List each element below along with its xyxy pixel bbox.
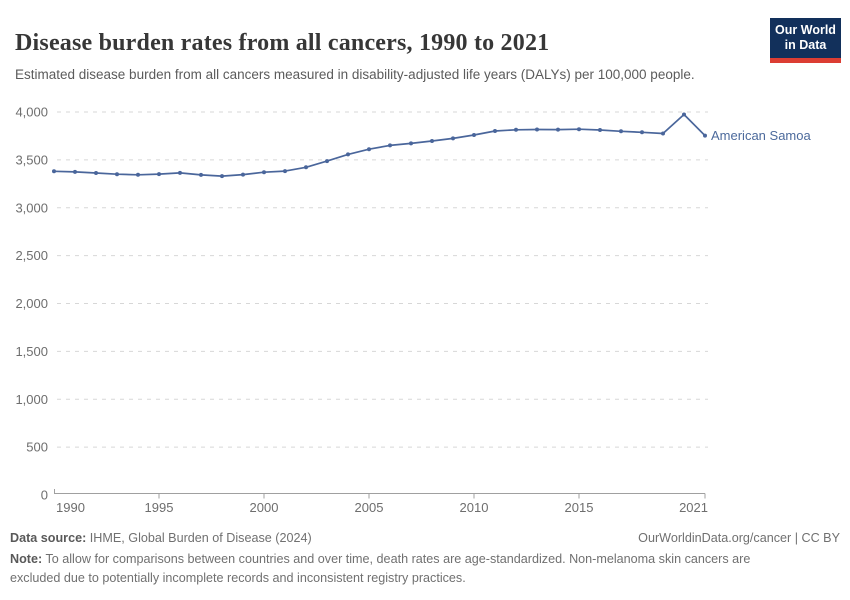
x-tick-label: 2010 xyxy=(460,500,489,515)
page-subtitle: Estimated disease burden from all cancer… xyxy=(15,66,695,82)
series-line xyxy=(53,113,706,177)
owid-logo: Our World in Data xyxy=(770,18,841,63)
note-label: Note: xyxy=(10,552,43,567)
data-point xyxy=(661,131,665,136)
data-point xyxy=(220,174,224,179)
chart-footer: Data source: IHME, Global Burden of Dise… xyxy=(10,529,840,587)
data-point xyxy=(388,143,392,148)
y-tick-label: 3,000 xyxy=(15,200,48,215)
y-tick-label: 2,000 xyxy=(15,296,48,311)
y-tick-label: 0 xyxy=(41,488,48,503)
data-point xyxy=(472,133,476,137)
data-point xyxy=(619,129,623,134)
data-point xyxy=(73,169,77,174)
data-point xyxy=(136,172,140,177)
owid-logo-line1: Our World xyxy=(775,23,836,37)
data-point xyxy=(703,133,707,138)
data-source-value: IHME, Global Burden of Disease (2024) xyxy=(86,531,312,545)
data-point xyxy=(493,129,497,133)
data-point xyxy=(430,139,434,143)
data-point xyxy=(157,172,161,177)
data-point xyxy=(577,127,581,132)
note-text: Note: To allow for comparisons between c… xyxy=(10,550,767,587)
data-point xyxy=(682,112,686,117)
data-point xyxy=(283,169,287,174)
data-point xyxy=(640,130,644,135)
data-point xyxy=(115,172,119,177)
owid-logo-accent-bar xyxy=(770,57,841,63)
y-tick-label: 1,000 xyxy=(15,392,48,407)
x-tick-label: 1995 xyxy=(145,500,174,515)
x-tick-label: 1990 xyxy=(56,500,85,515)
data-point xyxy=(94,171,98,175)
data-point xyxy=(262,170,266,175)
y-tick-label: 3,500 xyxy=(15,152,48,167)
page-title: Disease burden rates from all cancers, 1… xyxy=(15,30,550,57)
data-source-line: Data source: IHME, Global Burden of Dise… xyxy=(10,529,312,547)
data-point xyxy=(409,141,413,146)
data-point xyxy=(346,152,350,157)
data-point xyxy=(598,128,602,132)
note-value: To allow for comparisons between countri… xyxy=(10,552,751,585)
data-point xyxy=(514,127,518,132)
y-tick-label: 4,000 xyxy=(15,105,48,120)
x-tick-label: 2000 xyxy=(250,500,279,515)
data-source-label: Data source: xyxy=(10,531,87,545)
data-point xyxy=(556,127,560,132)
y-tick-label: 1,500 xyxy=(15,344,48,359)
y-tick-label: 500 xyxy=(26,440,48,455)
data-point xyxy=(304,165,308,170)
data-point xyxy=(367,147,371,152)
owid-logo-line2: in Data xyxy=(784,38,827,53)
data-point xyxy=(451,136,455,141)
license-link[interactable]: OurWorldinData.org/cancer | CC BY xyxy=(638,531,840,545)
x-tick-label: 2005 xyxy=(355,500,384,515)
data-point xyxy=(241,172,245,177)
data-point xyxy=(52,169,56,174)
y-tick-label: 2,500 xyxy=(15,248,48,263)
data-point xyxy=(325,159,329,164)
x-tick-label: 2015 xyxy=(565,500,594,515)
x-tick-label: 2021 xyxy=(679,500,708,515)
data-point xyxy=(178,170,182,175)
series-end-label: American Samoa xyxy=(711,128,811,143)
data-point xyxy=(535,127,539,132)
data-point xyxy=(199,172,203,177)
